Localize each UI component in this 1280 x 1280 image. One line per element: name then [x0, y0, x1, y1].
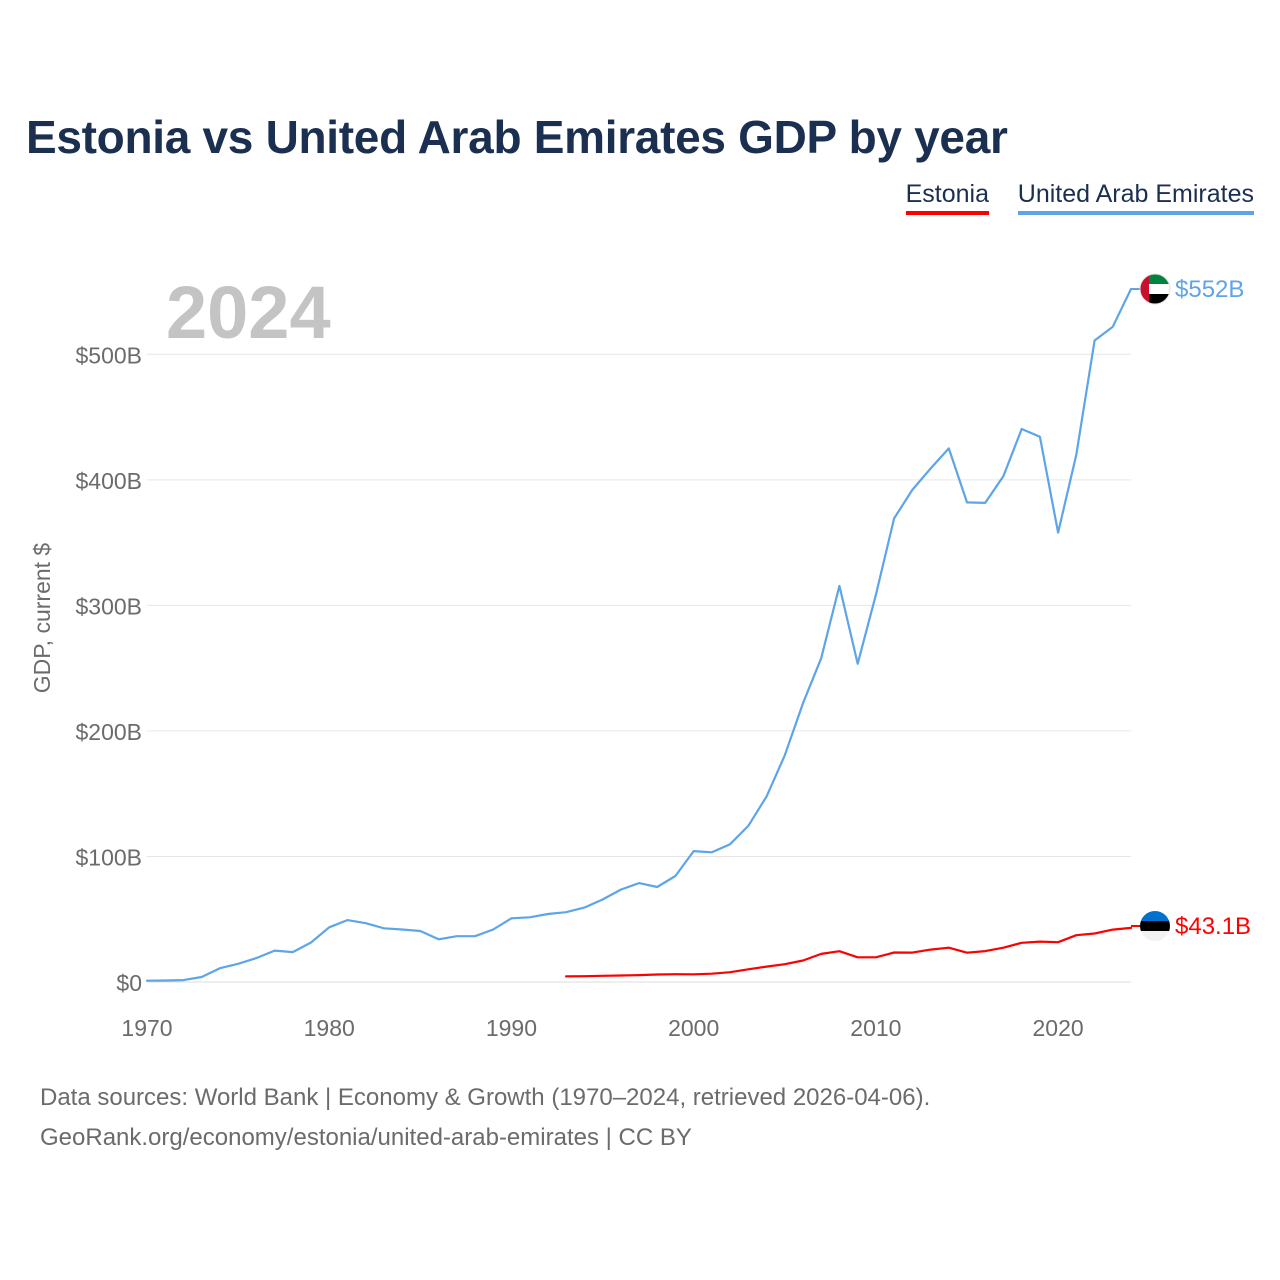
y-tick-label: $100B — [75, 844, 142, 870]
y-axis-tick-labels: $0 $100B $200B $300B $400B $500B — [75, 342, 142, 996]
uae-end-value-label: $552B — [1175, 276, 1244, 303]
x-tick-label: 1990 — [486, 1015, 537, 1041]
chart-title: Estonia vs United Arab Emirates GDP by y… — [26, 111, 1008, 163]
y-tick-label: $500B — [75, 342, 142, 368]
estonia-end-value-label: $43.1B — [1175, 913, 1251, 940]
x-tick-label: 1980 — [304, 1015, 355, 1041]
legend-item-estonia[interactable]: Estonia — [905, 180, 989, 215]
uae-flag-icon — [1139, 273, 1171, 305]
y-tick-label: $0 — [116, 970, 142, 996]
y-tick-label: $300B — [75, 593, 142, 619]
uae-end-marker: $552B — [1131, 273, 1244, 305]
y-tick-label: $200B — [75, 719, 142, 745]
y-tick-label: $400B — [75, 468, 142, 494]
x-tick-label: 2010 — [850, 1015, 901, 1041]
series-line-estonia — [565, 926, 1133, 978]
estonia-flag-icon — [1140, 911, 1170, 941]
legend-item-united-arab-emirates[interactable]: United Arab Emirates — [1017, 180, 1254, 215]
y-axis-label: GDP, current $ — [29, 543, 55, 694]
data-source-line: Data sources: World Bank | Economy & Gro… — [40, 1084, 931, 1111]
attribution-link[interactable]: GeoRank.org/economy/estonia/united-arab-… — [40, 1124, 692, 1151]
series-lines — [145, 287, 1133, 982]
x-tick-label: 2020 — [1033, 1015, 1084, 1041]
x-tick-label: 1970 — [121, 1015, 172, 1041]
gdp-line-chart: $0 $100B $200B $300B $400B $500B 1970 1980 1990… — [29, 271, 1251, 1041]
gridlines — [147, 353, 1131, 983]
x-axis-tick-labels: 1970 1980 1990 2000 2010 2020 — [121, 1015, 1083, 1041]
x-tick-label: 2000 — [668, 1015, 719, 1041]
series-line-uae — [145, 287, 1133, 982]
estonia-end-marker: $43.1B — [1131, 911, 1251, 941]
year-label: 2024 — [166, 271, 331, 354]
